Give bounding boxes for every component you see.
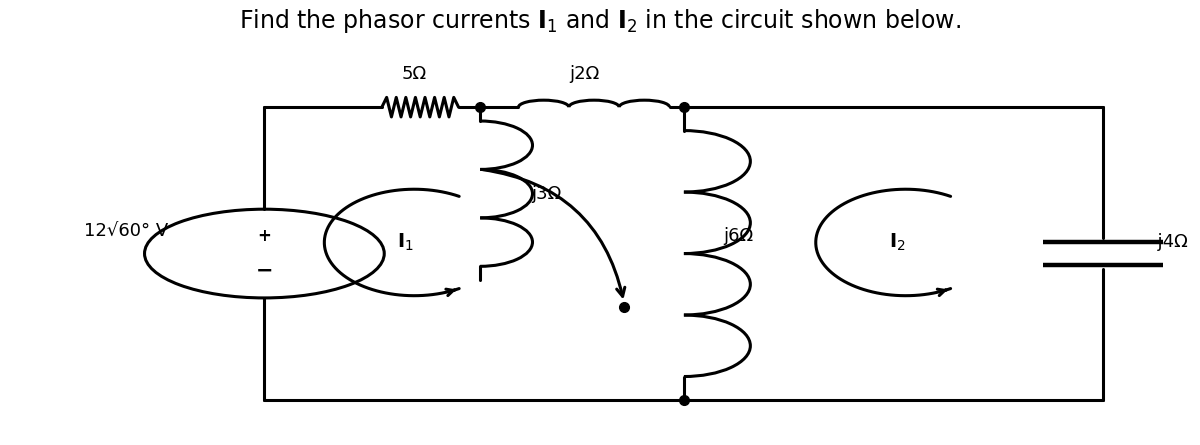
Text: j6Ω: j6Ω <box>722 227 752 245</box>
Text: 12√60° V: 12√60° V <box>84 222 169 240</box>
Text: 5Ω: 5Ω <box>402 65 427 83</box>
Text: Find the phasor currents $\mathbf{I}_1$ and $\mathbf{I}_2$ in the circuit shown : Find the phasor currents $\mathbf{I}_1$ … <box>239 8 961 35</box>
Text: −: − <box>256 260 274 280</box>
Text: j3Ω: j3Ω <box>530 185 562 202</box>
Text: +: + <box>258 227 271 245</box>
Text: j2Ω: j2Ω <box>569 65 600 83</box>
Text: $\mathbf{I}_2$: $\mathbf{I}_2$ <box>889 232 906 253</box>
Text: -j4Ω: -j4Ω <box>1151 234 1188 251</box>
Text: $\mathbf{I}_1$: $\mathbf{I}_1$ <box>397 232 414 253</box>
